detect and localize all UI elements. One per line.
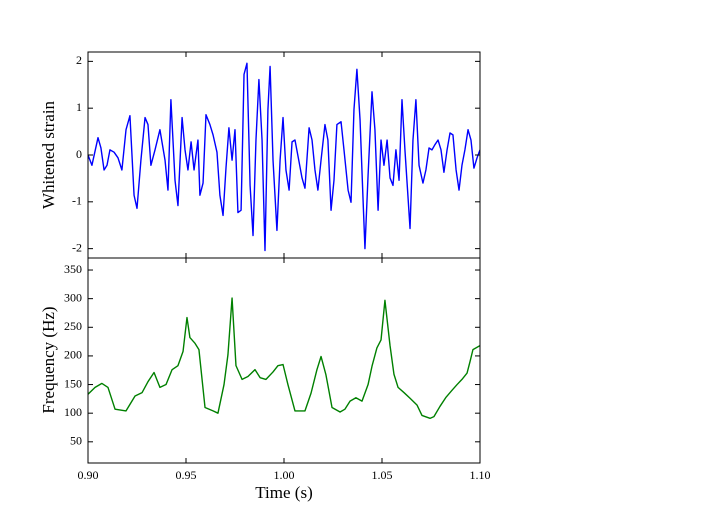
y-tick-label: 250 xyxy=(64,319,82,333)
y-tick-label: 350 xyxy=(64,262,82,276)
y-axis-label: Frequency (Hz) xyxy=(39,306,58,413)
axes-frame xyxy=(87,51,481,259)
y-tick-label: -1 xyxy=(72,194,82,208)
data-line xyxy=(88,297,480,420)
x-axis-label: Time (s) xyxy=(255,483,312,502)
x-tick-label: 1.00 xyxy=(274,468,295,482)
y-tick-label: 200 xyxy=(64,348,82,362)
y-tick-label: 150 xyxy=(64,376,82,390)
x-tick-label: 0.95 xyxy=(176,468,197,482)
y-tick-label: 100 xyxy=(64,405,82,419)
x-tick-label: 1.05 xyxy=(372,468,393,482)
y-tick-label: 300 xyxy=(64,290,82,304)
data-line xyxy=(88,62,480,252)
axes-frame xyxy=(87,257,481,464)
y-tick-label: 0 xyxy=(76,147,82,161)
y-tick-label: 50 xyxy=(70,434,82,448)
y-axis-label: Whitened strain xyxy=(39,100,58,209)
x-tick-label: 0.90 xyxy=(78,468,99,482)
y-tick-label: 1 xyxy=(76,100,82,114)
y-tick-label: 2 xyxy=(76,53,82,67)
y-tick-label: -2 xyxy=(72,240,82,254)
x-tick-label: 1.10 xyxy=(470,468,491,482)
